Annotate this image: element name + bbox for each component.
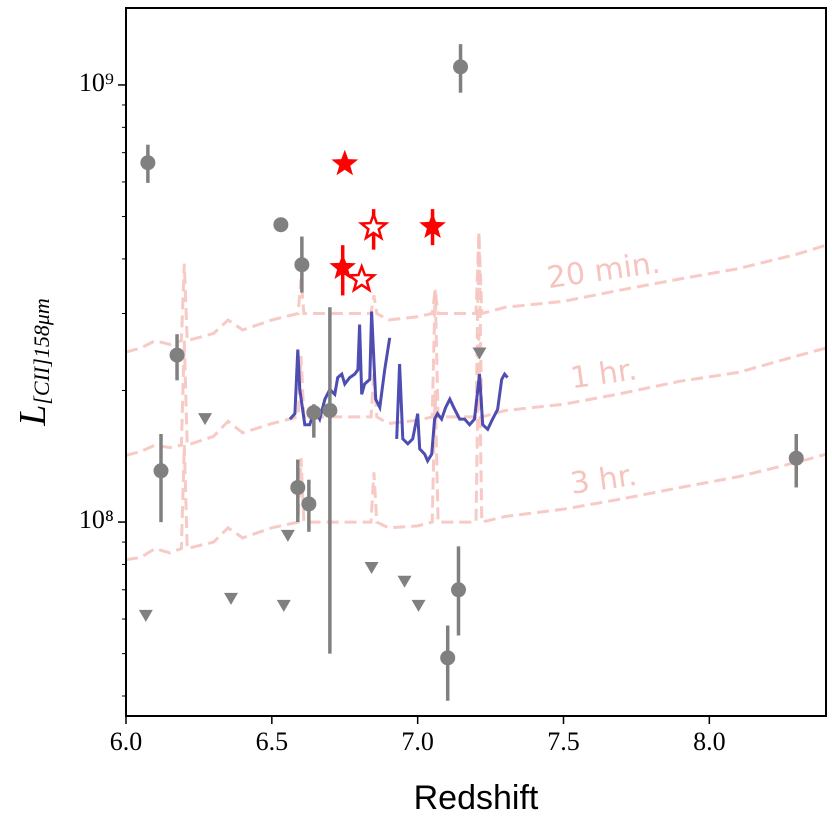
upper-limit <box>411 599 426 612</box>
data-point <box>453 59 469 75</box>
x-tick-label: 6.0 <box>110 727 143 756</box>
upper-limit <box>397 575 412 588</box>
x-tick-label: 6.5 <box>256 727 289 756</box>
y-axis-label: L[CII]158μm <box>12 298 54 427</box>
axes-frame <box>125 7 827 717</box>
data-point <box>273 217 289 233</box>
data-point <box>440 650 456 666</box>
data-point <box>294 257 310 273</box>
y-tick-label: 10⁸ <box>79 505 114 534</box>
x-tick-label: 7.5 <box>547 727 580 756</box>
data-point <box>306 405 322 421</box>
data-point <box>451 582 466 598</box>
data-point <box>290 479 306 495</box>
data-point <box>140 155 156 171</box>
open-star-point <box>357 210 390 241</box>
upper-limit <box>280 529 295 542</box>
plot-area: 20 min.1 hr.3 hr. <box>126 44 826 701</box>
data-point <box>788 450 804 466</box>
upper-limit <box>472 347 487 360</box>
x-tick-label: 7.0 <box>401 727 434 756</box>
sensitivity-curve <box>126 333 826 562</box>
upper-limit <box>364 562 379 575</box>
x-tick-label: 8.0 <box>693 727 726 756</box>
star-point <box>419 212 446 238</box>
sensitivity-curve <box>126 232 826 354</box>
y-axis-label-sub: [CII]158μm <box>29 298 54 404</box>
x-axis-label: Redshift <box>414 779 539 817</box>
data-point <box>169 347 185 363</box>
star-point <box>329 253 356 279</box>
open-star-point <box>345 262 378 293</box>
sensitivity-curve <box>126 232 826 457</box>
data-point <box>322 402 338 418</box>
upper-limit <box>276 599 291 612</box>
y-axis-label-main: L <box>12 405 54 427</box>
upper-limit <box>224 592 238 605</box>
data-point <box>153 463 169 479</box>
upper-limit <box>138 609 153 622</box>
star-point <box>331 149 359 176</box>
upper-limit <box>198 413 213 426</box>
data-point <box>301 496 317 512</box>
spectrum-line <box>288 311 509 465</box>
y-tick-label: 10⁹ <box>79 68 114 97</box>
